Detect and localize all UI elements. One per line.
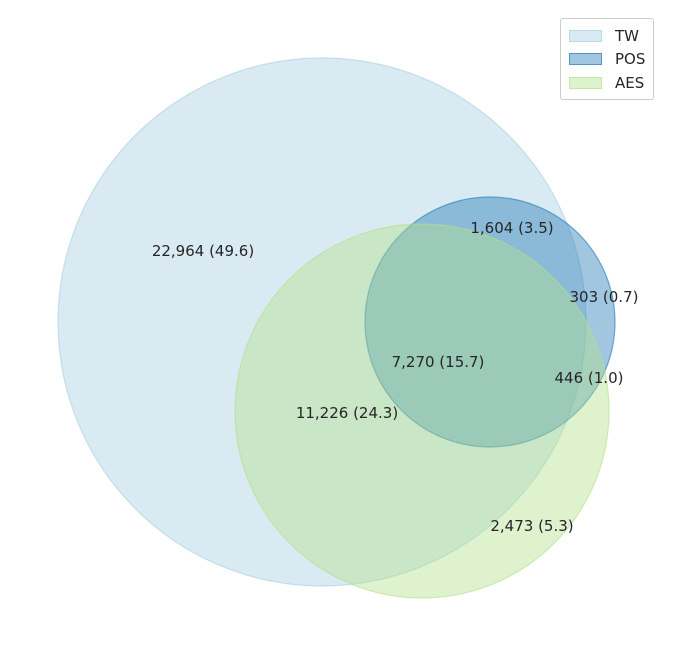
legend-swatch-aes — [569, 76, 602, 89]
legend-swatch-pos — [569, 53, 602, 66]
region-label-tw-aes: 11,226 (24.3) — [296, 404, 398, 422]
legend-item-tw: TW — [569, 24, 653, 48]
region-label-pos: 303 (0.7) — [570, 288, 639, 306]
legend-label-aes: AES — [615, 73, 645, 92]
region-label-tw: 22,964 (49.6) — [152, 242, 254, 260]
legend-item-pos: POS — [569, 48, 653, 72]
region-label-aes: 2,473 (5.3) — [490, 517, 573, 535]
region-labels-layer: 22,964 (49.6) 1,604 (3.5) 303 (0.7) 7,270 (… — [152, 219, 639, 535]
region-label-tw-pos: 1,604 (3.5) — [470, 219, 553, 237]
region-label-pos-aes: 446 (1.0) — [555, 369, 624, 387]
legend-item-aes: AES — [569, 71, 653, 95]
legend: TW POS AES — [560, 18, 654, 100]
circles-layer — [57, 57, 616, 599]
legend-label-tw: TW — [615, 26, 639, 45]
region-label-tw-pos-aes: 7,270 (15.7) — [392, 353, 485, 371]
legend-label-pos: POS — [615, 50, 646, 69]
venn-circle-aes — [234, 223, 610, 599]
legend-swatch-tw — [569, 29, 602, 42]
venn-circle-pos — [364, 196, 616, 448]
